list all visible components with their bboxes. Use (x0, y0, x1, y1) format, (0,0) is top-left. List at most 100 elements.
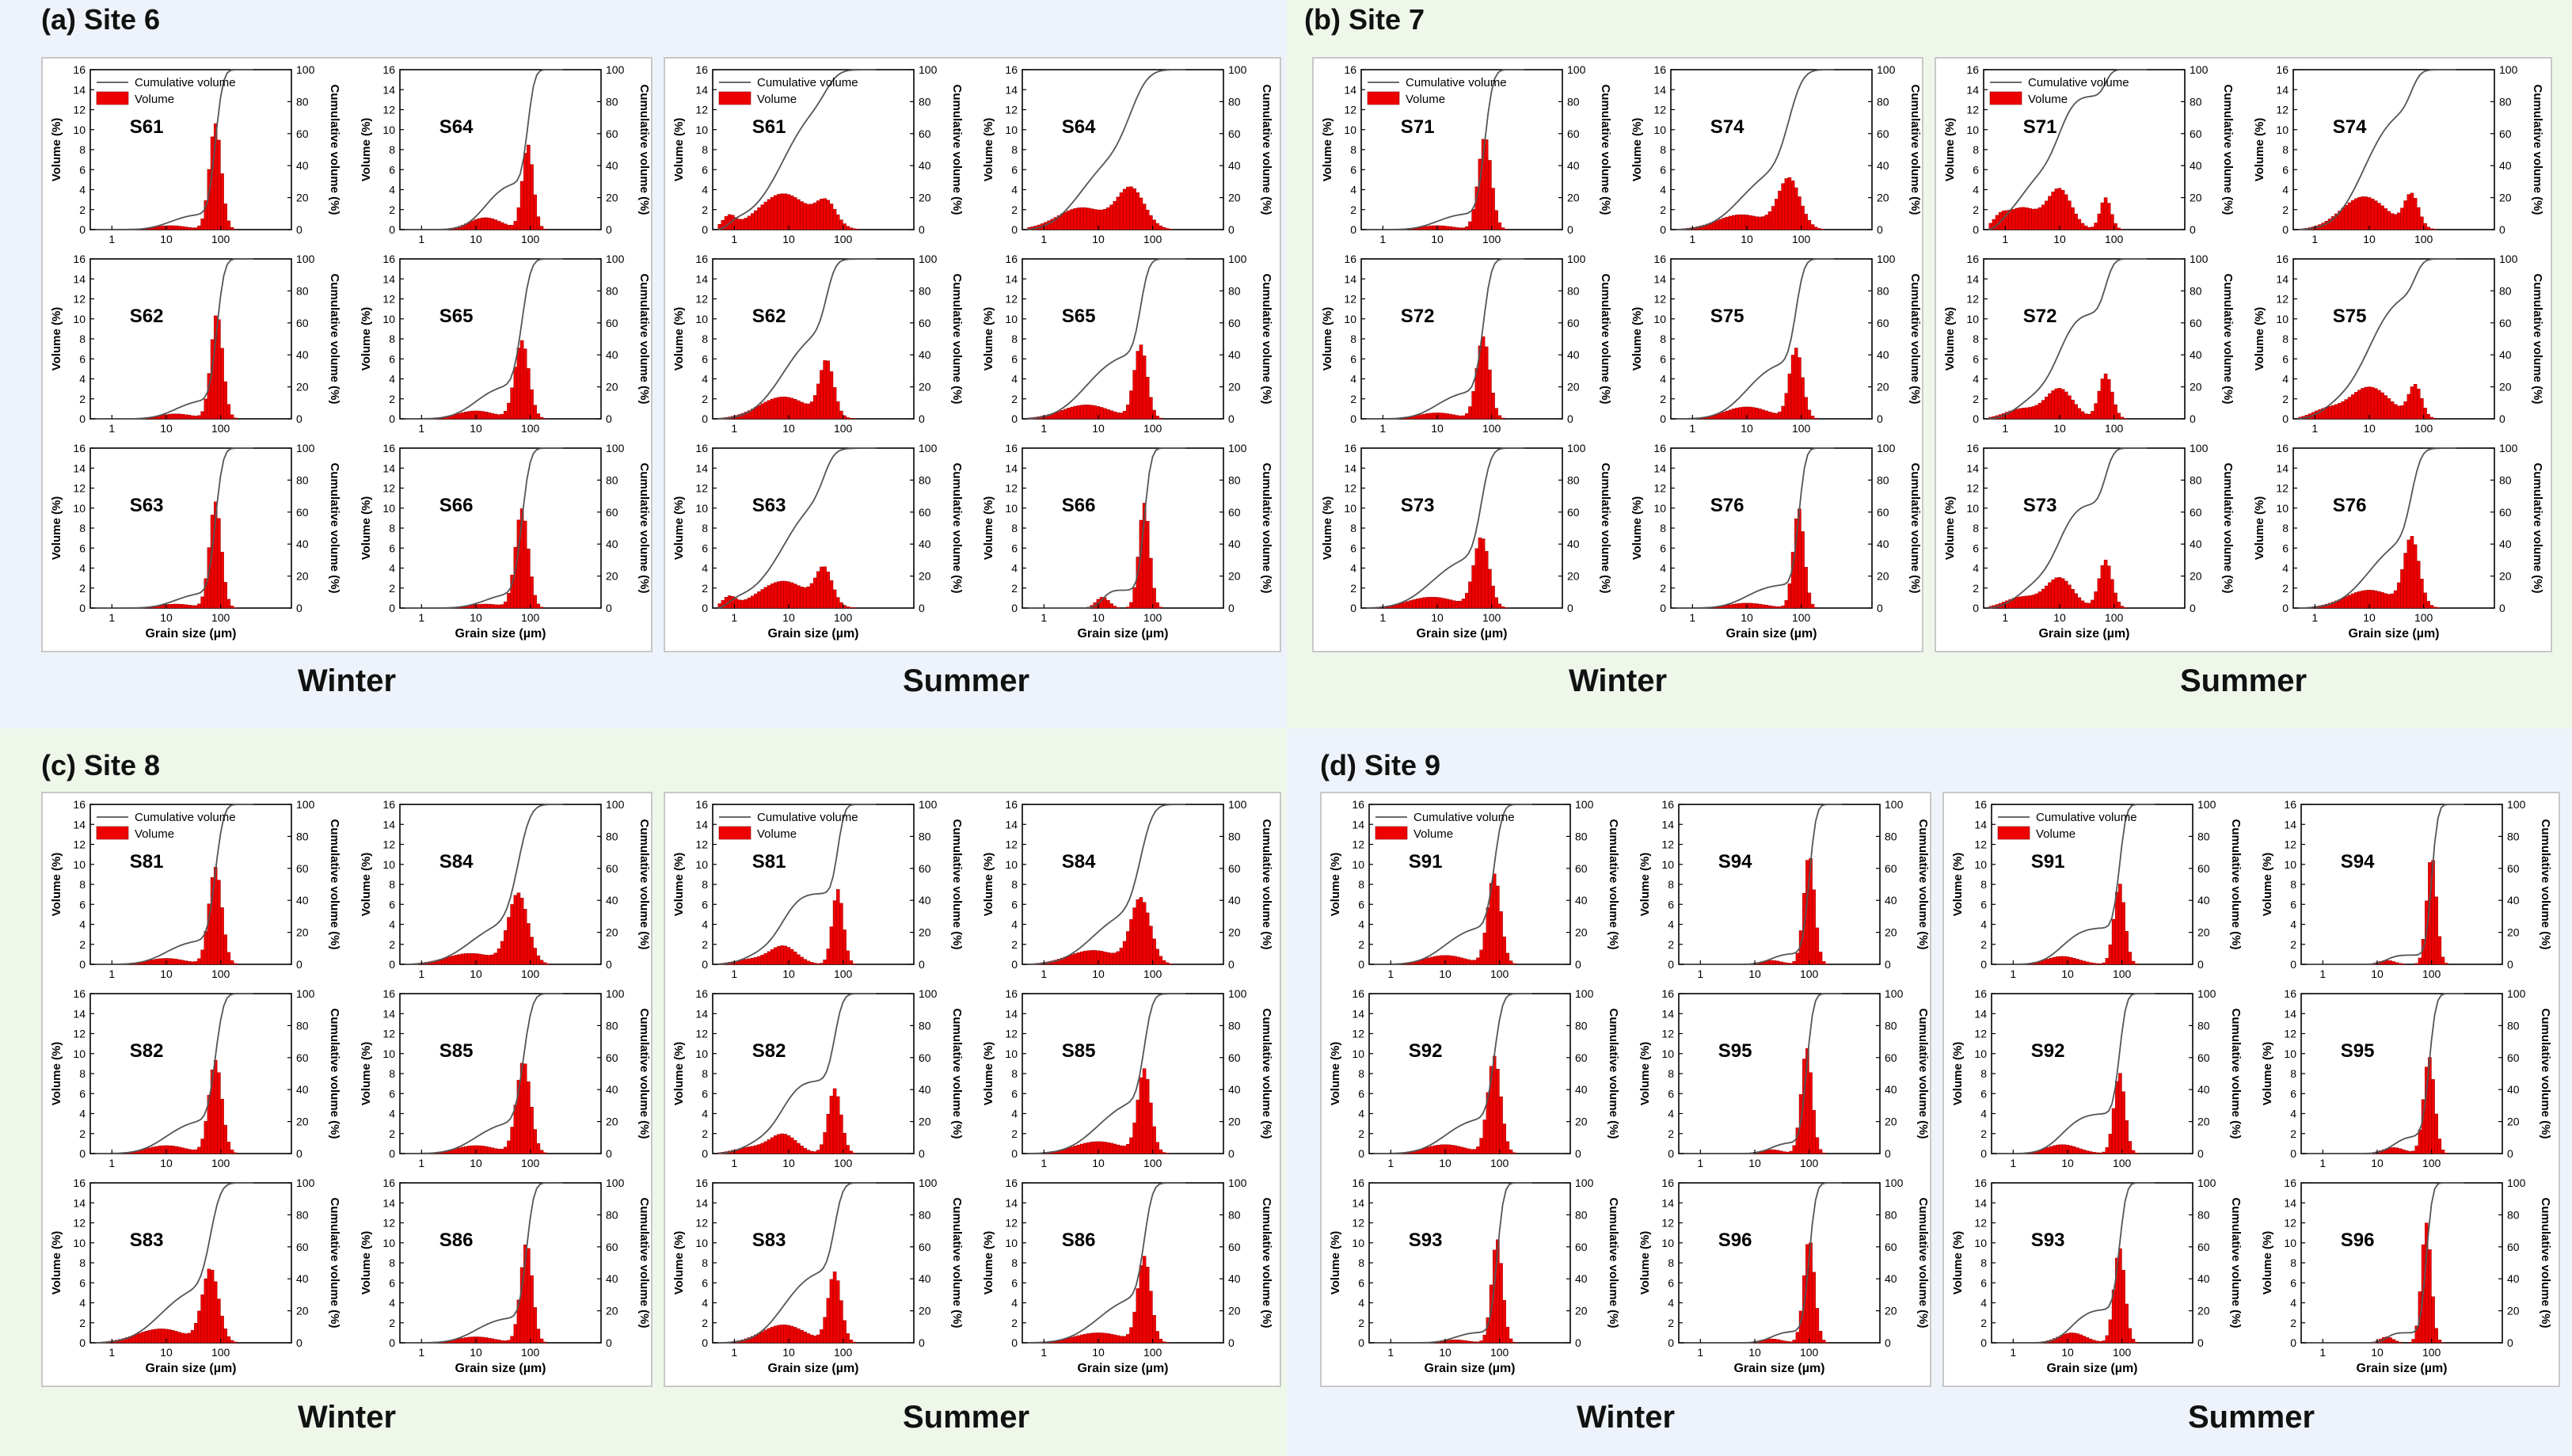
volume-bar (816, 383, 820, 420)
y2-tick-label: 40 (2197, 1272, 2210, 1285)
y2-tick-label: 0 (1575, 1147, 1581, 1160)
volume-bar (1060, 213, 1064, 230)
y2-tick-label: 40 (1877, 538, 1889, 550)
volume-bar (2068, 1145, 2073, 1154)
volume-bar (793, 1140, 797, 1154)
plot-frame (1360, 258, 1563, 420)
volume-bar (170, 413, 175, 420)
volume-bar (490, 604, 494, 609)
y2-tick-label: 40 (2499, 159, 2512, 172)
x-tick-label: 1 (418, 233, 424, 245)
volume-bar (852, 228, 857, 230)
y-tick-label: 14 (1344, 462, 1356, 474)
y-axis-label: Volume (%) (360, 496, 373, 561)
y2-tick-label: 100 (919, 987, 938, 1000)
y-axis-label: Volume (%) (1329, 853, 1342, 917)
volume-bar (2390, 213, 2395, 230)
y-tick-label: 0 (2282, 223, 2289, 236)
y-axis-label: Volume (%) (1630, 496, 1644, 561)
cumulative-line (1996, 1182, 2155, 1344)
volume-bar (1738, 603, 1742, 609)
volume-bar (1459, 1146, 1463, 1154)
volume-bar (2037, 402, 2042, 420)
cumulative-line (1366, 258, 1524, 420)
x-tick-label: 100 (211, 1157, 230, 1169)
volume-bar (2018, 408, 2022, 420)
volume-bar (806, 203, 811, 230)
x-tick-label: 1 (1689, 422, 1695, 435)
x-tick-label: 1 (1041, 422, 1047, 435)
volume-bar (777, 581, 781, 609)
volume-bar (1790, 355, 1795, 420)
volume-bar (1818, 952, 1823, 965)
y2-tick-label: 20 (606, 192, 618, 204)
volume-bar (197, 415, 201, 420)
x-tick-label: 1 (418, 1157, 424, 1169)
y2-tick-label: 20 (1885, 1116, 1897, 1128)
y-tick-label: 2 (1011, 1127, 1018, 1140)
volume-bar (832, 1272, 837, 1344)
volume-bar (1469, 1149, 1474, 1154)
volume-bar (2350, 593, 2355, 609)
volume-bar (467, 1336, 471, 1344)
volume-bar (1821, 1340, 1826, 1344)
volume-bar (852, 1152, 857, 1154)
y-axis-label: Volume (%) (1321, 307, 1334, 371)
y-tick-label: 10 (1344, 313, 1356, 325)
y-tick-label: 2 (1358, 938, 1364, 951)
y-tick-label: 10 (2276, 313, 2289, 325)
volume-bar (724, 597, 729, 609)
y-tick-label: 0 (1350, 223, 1356, 236)
plot-frame (1991, 993, 2193, 1154)
volume-bar (1767, 412, 1772, 420)
cumulative-line (717, 447, 876, 609)
sample-label: S96 (2341, 1230, 2375, 1251)
volume-bar (1784, 178, 1789, 230)
y2-tick-label: 20 (2197, 1305, 2210, 1317)
volume-bar (754, 210, 758, 230)
plot-frame (1991, 1182, 2193, 1344)
x-axis-label: Grain size (µm) (1077, 627, 1168, 641)
volume-bar (1758, 603, 1762, 609)
volume-bar (1430, 956, 1434, 965)
volume-bar (187, 415, 192, 420)
y2-tick-label: 100 (606, 63, 625, 76)
volume-bar (510, 387, 514, 420)
volume-bar (200, 1139, 204, 1154)
sample-label: S92 (1409, 1040, 1443, 1062)
volume-bar (1810, 224, 1815, 230)
volume-bar (1086, 1333, 1090, 1344)
volume-bar (487, 412, 491, 420)
volume-bar (816, 1334, 820, 1344)
volume-bar (493, 952, 498, 965)
volume-bar (1438, 597, 1443, 609)
y-tick-label: 14 (382, 1007, 395, 1020)
volume-bar (1781, 405, 1785, 420)
volume-bar (1159, 956, 1163, 965)
volume-bar (2041, 588, 2045, 609)
sample-label: S72 (1401, 306, 1435, 327)
y-axis-label: Volume (%) (50, 853, 63, 917)
volume-bar (197, 1310, 201, 1344)
volume-bar (135, 1334, 139, 1344)
volume-bar (835, 215, 840, 230)
y2-tick-label: 100 (1885, 1177, 1904, 1189)
x-tick-label: 1 (2319, 967, 2326, 980)
x-tick-label: 1 (1697, 1346, 1703, 1359)
volume-bar (2048, 196, 2052, 230)
volume-bar (480, 954, 485, 965)
y-tick-label: 12 (695, 1217, 708, 1230)
x-tick-label: 100 (2422, 967, 2441, 980)
y2-tick-label: 40 (919, 538, 931, 550)
y-tick-label: 14 (382, 818, 395, 831)
y2-tick-label: 60 (606, 1051, 618, 1064)
volume-bar (1458, 415, 1463, 420)
volume-bar (1758, 409, 1762, 420)
volume-bar (2380, 205, 2384, 230)
volume-bar (1792, 961, 1797, 965)
volume-bar (539, 1150, 544, 1154)
y-tick-label: 4 (702, 1108, 708, 1120)
y2-tick-label: 20 (1877, 381, 1889, 393)
y-tick-label: 4 (389, 1297, 395, 1310)
sample-label: S73 (2023, 495, 2057, 516)
